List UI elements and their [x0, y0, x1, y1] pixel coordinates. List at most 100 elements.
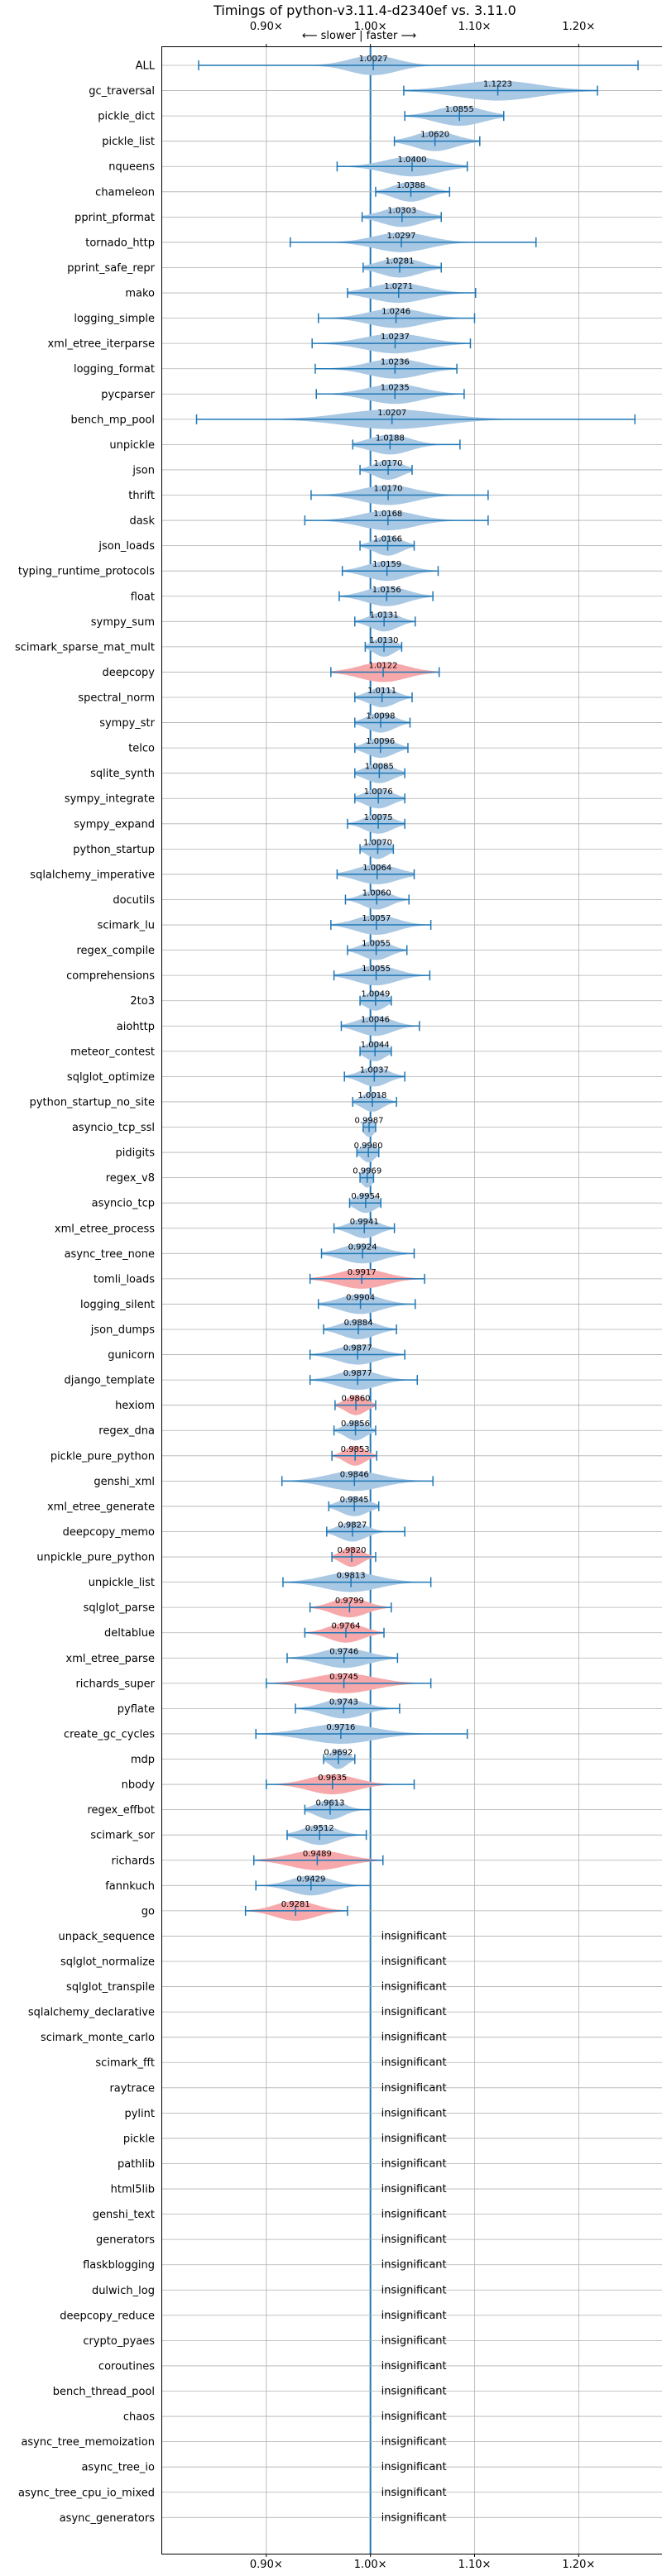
value-label: 0.9845 — [340, 1496, 369, 1505]
benchmark-label: async_generators — [60, 2512, 156, 2525]
value-label: 1.0057 — [362, 914, 391, 923]
benchmark-label: async_tree_cpu_io_mixed — [18, 2487, 155, 2499]
benchmark-label: flaskblogging — [83, 2259, 155, 2272]
benchmark-label: async_tree_io — [81, 2462, 155, 2474]
benchmark-label: typing_runtime_protocols — [18, 566, 155, 578]
benchmark-label: json_dumps — [90, 1324, 155, 1337]
benchmark-label: pickle_dict — [98, 111, 155, 123]
value-label: 1.0620 — [420, 131, 449, 140]
value-label: 1.0170 — [374, 485, 403, 494]
benchmark-label: dulwich_log — [92, 2285, 155, 2297]
benchmark-label: python_startup — [73, 844, 155, 856]
insignificant-label: insignificant — [381, 2209, 447, 2221]
x-tick-label-top: 1.20× — [562, 21, 595, 33]
benchmark-label: regex_dna — [98, 1425, 155, 1438]
benchmark-label: pprint_pformat — [74, 212, 155, 224]
benchmark-label: telco — [128, 743, 155, 755]
insignificant-label: insignificant — [381, 2511, 447, 2524]
insignificant-label: insignificant — [381, 2133, 447, 2145]
insignificant-label: insignificant — [381, 2284, 447, 2296]
benchmark-label: sqlglot_optimize — [67, 1071, 155, 1084]
value-label: 1.0303 — [387, 206, 416, 215]
benchmark-label: json — [132, 464, 155, 476]
x-tick-label-top: 1.10× — [458, 21, 492, 33]
benchmark-label: genshi_text — [93, 2209, 155, 2221]
insignificant-label: insignificant — [381, 2436, 447, 2449]
insignificant-label: insignificant — [381, 2360, 447, 2373]
value-label: 1.0188 — [376, 433, 405, 443]
benchmark-label: regex_v8 — [106, 1172, 155, 1185]
benchmark-label: aiohttp — [117, 1021, 155, 1033]
benchmark-label: regex_effbot — [87, 1804, 155, 1817]
insignificant-label: insignificant — [381, 2259, 447, 2272]
benchmark-label: gc_traversal — [89, 85, 155, 98]
x-tick-label-top: 0.90× — [250, 21, 283, 33]
x-tick-label-top: 1.00× — [354, 21, 387, 33]
value-label: 0.9743 — [329, 1697, 358, 1707]
insignificant-label: insignificant — [381, 2461, 447, 2473]
x-tick-label-bottom: 1.00× — [354, 2559, 387, 2571]
value-label: 1.0271 — [384, 282, 413, 291]
value-label: 0.9980 — [354, 1142, 383, 1151]
benchmark-label: go — [142, 1905, 155, 1918]
label-layer: 0.90×0.90×1.00×1.00×1.10×1.10×1.20×1.20×… — [15, 21, 595, 2571]
benchmark-label: xml_etree_parse — [66, 1653, 155, 1665]
benchmark-label: thrift — [128, 490, 155, 502]
value-label: 0.9489 — [303, 1850, 332, 1859]
benchmark-label: nbody — [122, 1779, 156, 1792]
benchmark-label: unpickle — [109, 439, 155, 452]
benchmark-label: sympy_integrate — [65, 793, 155, 806]
benchmark-label: gunicorn — [108, 1349, 155, 1362]
benchmark-label: scimark_monte_carlo — [41, 2032, 155, 2044]
benchmark-label: comprehensions — [66, 970, 155, 983]
benchmark-label: logging_format — [74, 363, 155, 376]
value-label: 1.0049 — [361, 990, 390, 999]
x-tick-label-bottom: 1.20× — [562, 2559, 595, 2571]
benchmark-label: async_tree_memoization — [21, 2436, 155, 2449]
value-label: 1.1223 — [483, 80, 512, 89]
value-label: 0.9969 — [353, 1167, 381, 1176]
value-label: 0.9281 — [281, 1900, 310, 1909]
benchmark-label: asyncio_tcp_ssl — [72, 1122, 155, 1134]
benchmark-label: spectral_norm — [78, 692, 155, 705]
benchmark-label: sqlalchemy_imperative — [30, 869, 155, 881]
benchmark-label: tomli_loads — [94, 1273, 155, 1286]
value-label: 0.9924 — [348, 1243, 377, 1252]
insignificant-label: insignificant — [381, 2334, 447, 2347]
value-label: 0.9904 — [346, 1293, 375, 1302]
benchmark-label: dask — [129, 515, 155, 528]
insignificant-label: insignificant — [381, 1981, 447, 1994]
benchmark-label: pickle_pure_python — [50, 1450, 155, 1463]
insignificant-label: insignificant — [381, 2234, 447, 2246]
value-label: 1.0044 — [361, 1041, 390, 1050]
insignificant-label: insignificant — [381, 2411, 447, 2423]
benchmark-label: mdp — [131, 1754, 155, 1766]
value-label: 1.0046 — [361, 1015, 390, 1024]
value-label: 0.9745 — [329, 1673, 358, 1682]
value-label: 1.0166 — [373, 535, 402, 544]
benchmark-label: pylint — [124, 2108, 155, 2120]
value-label: 1.0064 — [362, 864, 391, 873]
benchmark-label: scimark_sor — [90, 1830, 155, 1842]
benchmark-label: unpack_sequence — [58, 1931, 155, 1943]
value-label: 0.9692 — [324, 1749, 353, 1758]
value-label: 1.0235 — [381, 383, 410, 392]
value-label: 0.9987 — [355, 1117, 384, 1126]
benchmark-label: django_template — [65, 1375, 155, 1387]
value-label: 0.9512 — [305, 1824, 334, 1833]
value-label: 1.0055 — [362, 965, 391, 974]
value-label: 0.9877 — [343, 1369, 372, 1378]
value-label: 1.0055 — [362, 940, 391, 949]
benchmark-label: unpickle_list — [89, 1577, 155, 1589]
value-label: 1.0122 — [369, 661, 398, 670]
value-label: 1.0168 — [373, 510, 402, 519]
value-label: 0.9635 — [318, 1774, 347, 1783]
value-label: 0.9941 — [350, 1218, 379, 1227]
value-label: 0.9799 — [335, 1597, 364, 1606]
value-label: 0.9827 — [338, 1520, 367, 1530]
benchmark-label: richards_super — [75, 1678, 155, 1690]
value-label: 1.0156 — [372, 586, 401, 595]
benchmark-label: sqlglot_transpile — [66, 1981, 155, 1994]
benchmark-label: pickle_list — [102, 136, 155, 148]
